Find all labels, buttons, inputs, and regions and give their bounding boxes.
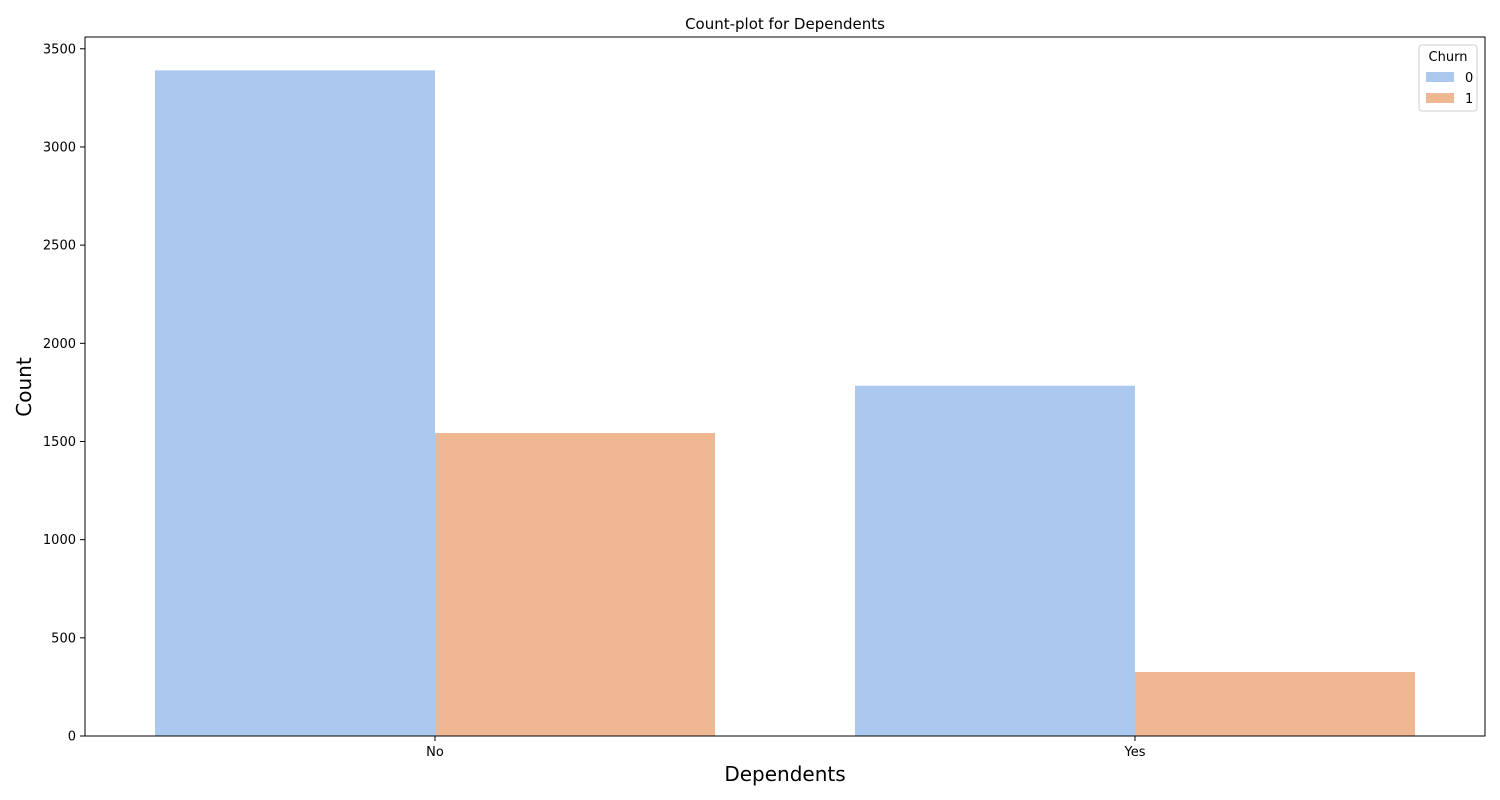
legend: Churn 0 1 <box>1418 44 1478 112</box>
y-tick-label: 1000 <box>43 533 76 548</box>
x-tick-label: No <box>426 745 444 760</box>
legend-label-1: 1 <box>1465 92 1473 107</box>
x-axis-label: Dependents <box>724 762 845 786</box>
y-tick-label: 1500 <box>43 435 76 450</box>
y-tick-label: 0 <box>68 730 76 745</box>
legend-label-0: 0 <box>1465 71 1473 86</box>
chart-title: Count-plot for Dependents <box>685 15 885 33</box>
x-axis: No Yes <box>426 736 1146 760</box>
legend-swatch-0 <box>1426 72 1454 82</box>
y-tick-label: 2500 <box>43 239 76 254</box>
x-tick-label: Yes <box>1124 745 1146 760</box>
y-tick-label: 500 <box>51 631 76 646</box>
legend-title: Churn <box>1429 50 1468 65</box>
y-axis-label: Count <box>12 357 36 417</box>
legend-swatch-1 <box>1426 93 1454 103</box>
y-tick-label: 3500 <box>43 42 76 57</box>
plot-frame <box>84 36 1486 737</box>
bars <box>155 70 1415 736</box>
y-tick-label: 3000 <box>43 140 76 155</box>
y-axis: 0 500 1000 1500 2000 2500 3000 3500 <box>43 42 85 745</box>
bar-no-churn-1 <box>435 433 715 736</box>
y-tick-label: 2000 <box>43 337 76 352</box>
bar-yes-churn-1 <box>1135 671 1415 736</box>
bar-no-churn-0 <box>155 70 435 736</box>
bar-yes-churn-0 <box>855 385 1135 736</box>
